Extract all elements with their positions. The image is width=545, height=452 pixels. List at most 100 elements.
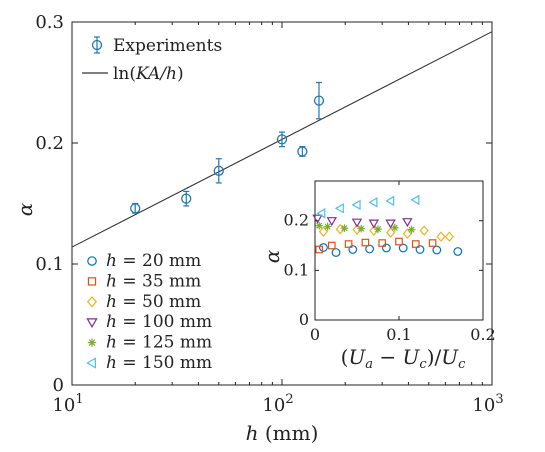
legend-h-symbol: h bbox=[106, 333, 117, 353]
inset-point-h20 bbox=[432, 245, 442, 255]
main-xtick-exp: 3 bbox=[495, 392, 503, 407]
inset-x-axis: 0 0.1 0.2 bbox=[310, 181, 496, 344]
legend-h-symbol: h bbox=[106, 271, 117, 291]
inset-point-h125 bbox=[315, 221, 323, 230]
main-x-axis-label: h (mm) bbox=[246, 421, 319, 445]
main-ytick-label: 0 bbox=[53, 375, 64, 396]
main-points-layer bbox=[130, 81, 325, 214]
inset-ytick-label: 0.1 bbox=[284, 260, 309, 279]
inset-point-h100 bbox=[385, 219, 396, 229]
inset-point-h150 bbox=[385, 195, 395, 207]
inset-plot-frame bbox=[314, 180, 484, 321]
inset-xlabel-minus: − bbox=[373, 345, 402, 369]
top-legend: Experiments ln(KA/h) bbox=[82, 36, 222, 84]
legend-fit-label: ln(KA/h) bbox=[113, 64, 184, 84]
main-ytick-label: 0.2 bbox=[35, 133, 64, 154]
legend-h-value: 50 bbox=[142, 292, 164, 312]
main-x-axis: 101 102 103 bbox=[52, 22, 504, 416]
legend-marker-h150 bbox=[86, 357, 96, 369]
inset-point-h50 bbox=[444, 231, 454, 242]
legend-h-eq: = bbox=[117, 271, 142, 291]
inset-point-h20 bbox=[453, 247, 463, 256]
inset-point-h50 bbox=[386, 227, 396, 238]
inset-point-h100 bbox=[402, 218, 413, 228]
main-y-axis-label: α bbox=[13, 202, 37, 216]
inset-point-h125 bbox=[391, 223, 399, 232]
legend-label-h50: h = 50 mm bbox=[106, 292, 201, 312]
inset-xlabel-sub-c2: c bbox=[458, 357, 466, 372]
legend-h-eq: = bbox=[117, 333, 142, 353]
inset-point-h125-stroke bbox=[358, 225, 365, 232]
legend-label-h20: h = 20 mm bbox=[106, 251, 201, 271]
legend-marker-h125 bbox=[87, 338, 97, 347]
legend-h-value: 35 bbox=[142, 271, 164, 291]
inset-point-h20 bbox=[415, 245, 425, 254]
legend-label-h150: h = 150 mm bbox=[106, 353, 212, 373]
inset-y-axis-label: α bbox=[260, 249, 284, 263]
inset-point-h35 bbox=[378, 239, 387, 247]
inset-point-h50 bbox=[419, 225, 429, 236]
main-xtick-base: 10 bbox=[262, 395, 285, 416]
main-xlabel-unit: (mm) bbox=[258, 421, 318, 445]
inset-xlabel-sub-c: c bbox=[419, 357, 427, 372]
legend-marker-h100 bbox=[86, 318, 98, 329]
inset-point-h150 bbox=[334, 203, 344, 214]
legend-label-h35: h = 35 mm bbox=[106, 271, 201, 291]
inset-point-h150 bbox=[368, 197, 378, 208]
inset-xtick-label: 0.2 bbox=[470, 325, 495, 344]
inset-point-h100 bbox=[351, 218, 363, 228]
inset-point-h125 bbox=[407, 225, 416, 234]
legend-label-h125: h = 125 mm bbox=[106, 333, 212, 353]
h-legend: h = 20 mmh = 35 mmh = 50 mmh = 100 mmh =… bbox=[86, 251, 212, 373]
legend-marker-h125-stroke bbox=[88, 339, 96, 346]
inset-point-h20 bbox=[319, 243, 328, 252]
inset-point-h100 bbox=[326, 217, 338, 227]
legend-h-unit: mm bbox=[164, 271, 202, 291]
experiment-point bbox=[181, 193, 192, 204]
legend-h-symbol: h bbox=[106, 312, 117, 332]
inset-point-h150 bbox=[351, 199, 361, 211]
inset-point-h125 bbox=[323, 222, 332, 231]
inset-point-h35 bbox=[344, 240, 353, 248]
legend-h-value: 100 bbox=[142, 312, 174, 332]
inset-xlabel-part-4: )/ bbox=[427, 345, 442, 369]
inset-y-axis: 0 0.1 0.2 bbox=[284, 211, 483, 329]
main-xtick-label: 102 bbox=[262, 392, 293, 416]
legend-experiments-marker bbox=[91, 36, 103, 54]
legend-h-unit: mm bbox=[164, 292, 202, 312]
legend-h-symbol: h bbox=[106, 353, 117, 373]
inset-point-h125-stroke bbox=[316, 222, 323, 229]
inset-point-h20 bbox=[365, 244, 375, 254]
inset-xtick-label: 0 bbox=[310, 325, 320, 344]
inset-chart: 00.10.2 0 0.1 0.2 α (Ua − Uc)/Uc bbox=[260, 180, 496, 372]
main-xtick-label: 101 bbox=[52, 392, 83, 416]
legend-h-unit: mm bbox=[174, 312, 212, 332]
legend-h-unit: mm bbox=[164, 251, 202, 271]
inset-point-h50 bbox=[318, 226, 328, 237]
inset-point-h125 bbox=[357, 224, 365, 233]
legend-h-eq: = bbox=[117, 292, 142, 312]
legend-h-symbol: h bbox=[106, 292, 117, 312]
inset-point-h125-stroke bbox=[341, 225, 348, 232]
experiment-point bbox=[313, 95, 325, 106]
legend-fit-post: ) bbox=[177, 64, 184, 84]
experiment-point bbox=[297, 146, 308, 157]
inset-point-h100 bbox=[368, 219, 380, 229]
inset-point-h35 bbox=[411, 240, 420, 248]
inset-points-layer bbox=[312, 194, 463, 257]
main-xtick-label: 103 bbox=[472, 392, 503, 416]
experiment-point bbox=[276, 134, 288, 145]
inset-x-axis-label: (Ua − Uc)/Uc bbox=[341, 345, 466, 372]
experiment-point bbox=[213, 165, 224, 176]
legend-h-value: 150 bbox=[142, 353, 174, 373]
inset-point-h50 bbox=[436, 231, 446, 242]
legend-marker-h35 bbox=[87, 277, 97, 286]
inset-xlabel-part-3: U bbox=[403, 345, 421, 369]
legend-marker-h20 bbox=[87, 256, 97, 266]
inset-point-h35 bbox=[327, 241, 336, 250]
inset-xlabel-part-2: U bbox=[348, 345, 366, 369]
inset-point-h125 bbox=[374, 225, 382, 233]
main-xtick-base: 10 bbox=[472, 395, 495, 416]
main-y-axis: 0 0.1 0.2 0.3 bbox=[35, 12, 492, 396]
